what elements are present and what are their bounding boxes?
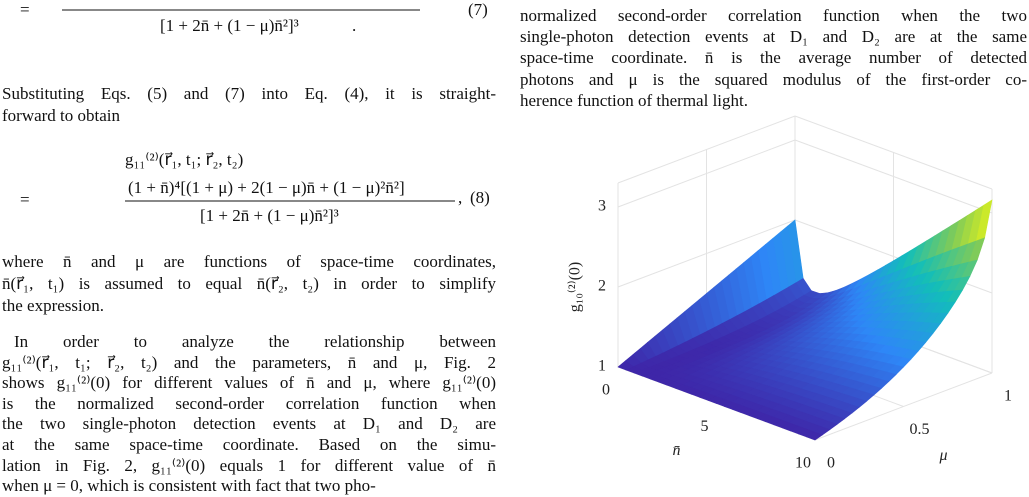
- n-tick-label: 5: [701, 418, 709, 435]
- grid-line: [794, 115, 993, 190]
- text: the two single-photon detection events a…: [2, 414, 496, 434]
- grid-line: [617, 115, 796, 184]
- surface-plot: 1 2 3 g₁₀⁽²⁾(0) 0 5 10 n̄ 0 0.5 1 μ: [567, 115, 1012, 472]
- text: g₁₁⁽²⁾(r⃗₁, t₁; r⃗₂, t₂): [125, 150, 244, 169]
- text: n̄(r⃗₁, t₁) is assumed to equal n̄(r⃗₂, …: [2, 274, 496, 293]
- text: single-photon detection events at D₁ and…: [520, 27, 1027, 47]
- text: (8): [470, 188, 490, 207]
- text: is the normalized second-order correlati…: [2, 393, 496, 413]
- text: where n̄ and μ are functions of space-ti…: [2, 252, 496, 271]
- text: =: [20, 190, 30, 209]
- text: shows g₁₁⁽²⁾(0) for different values of …: [2, 373, 496, 393]
- text: when μ = 0, which is consistent with fac…: [2, 476, 376, 496]
- mu-tick-label: 1: [1004, 388, 1012, 405]
- n-axis-label: n̄: [673, 442, 681, 459]
- text: .: [352, 16, 357, 35]
- text: In order to analyze the relationship bet…: [14, 332, 496, 351]
- text: =: [20, 0, 30, 19]
- mu-tick-label: 0: [827, 455, 835, 472]
- text: at the same space-time coordinate. Based…: [2, 435, 496, 454]
- text: normalized second-order correlation func…: [520, 6, 1027, 25]
- text: photons and μ is the squared modulus of …: [520, 69, 1027, 89]
- mu-axis-label: μ: [938, 447, 947, 464]
- text: space-time coordinate. n̄ is the average…: [520, 48, 1027, 68]
- text: herence function of thermal light.: [520, 90, 748, 110]
- text: ,: [458, 188, 463, 207]
- mu-tick-label: 0.5: [910, 421, 930, 438]
- z-tick-label: 1: [598, 358, 606, 375]
- text: [1 + 2n̄ + (1 − μ)n̄²]³: [160, 16, 299, 35]
- z-axis-label: g₁₀⁽²⁾(0): [567, 262, 584, 312]
- text: the expression.: [2, 296, 104, 315]
- text: Substituting Eqs. (5) and (7) into Eq. (…: [2, 84, 496, 103]
- text: forward to obtain: [2, 106, 121, 125]
- text: (1 + n̄)⁴[(1 + μ) + 2(1 − μ)n̄ + (1 − μ)…: [128, 178, 405, 197]
- n-tick-label: 10: [795, 455, 811, 472]
- z-tick-label: 3: [598, 198, 606, 215]
- text: [1 + 2n̄ + (1 − μ)n̄²]³: [200, 206, 339, 225]
- n-tick-label: 0: [602, 382, 610, 399]
- surface-patch: [806, 431, 824, 441]
- text: lation in Fig. 2, g₁₁⁽²⁾(0) equals 1 for…: [2, 455, 496, 475]
- text: (7): [468, 0, 488, 19]
- text: g₁₁⁽²⁾(r⃗₁, t₁; r⃗₂, t₂) and the paramet…: [2, 352, 496, 372]
- z-tick-label: 2: [598, 278, 606, 295]
